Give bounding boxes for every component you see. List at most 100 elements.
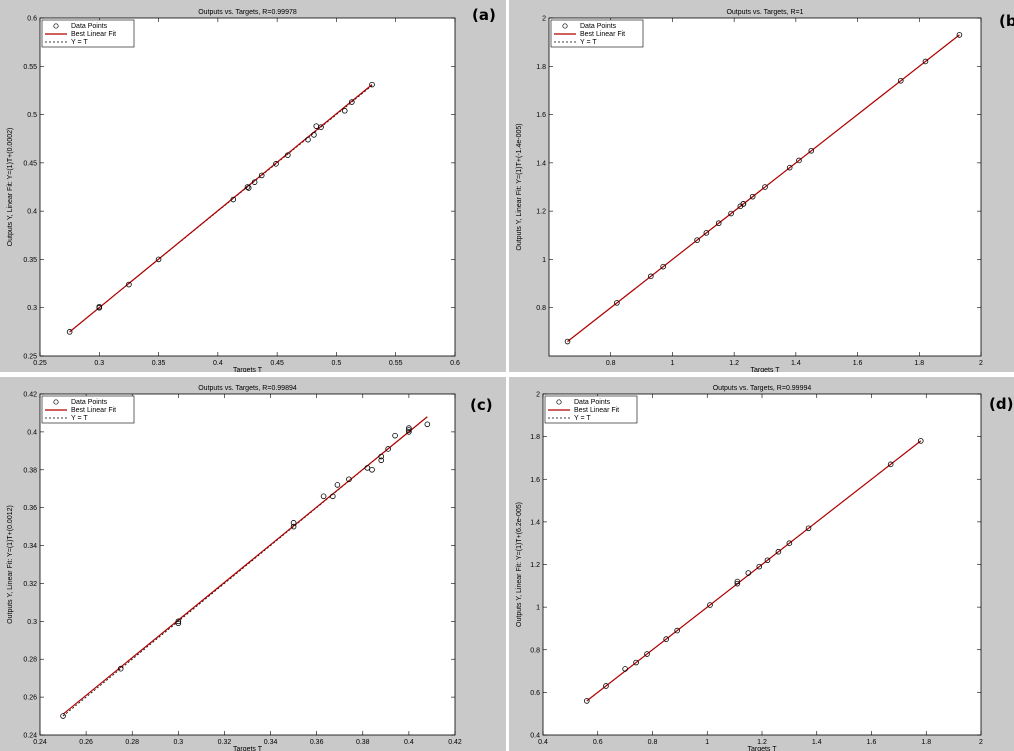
x-tick-label: 2 (979, 739, 983, 746)
x-tick-label: 0.6 (450, 360, 460, 367)
y-tick-label: 0.45 (23, 160, 37, 167)
data-point (703, 230, 710, 236)
data-point (648, 273, 654, 280)
data-point (285, 152, 291, 158)
data-point (60, 713, 66, 719)
y-tick-label: 0.4 (530, 733, 540, 740)
chart-title: Outputs vs. Targets, R=0.99894 (198, 385, 297, 392)
legend-entry: Best Linear Fit (71, 407, 116, 414)
data-point (728, 210, 734, 217)
chart-panel-a: Outputs vs. Targets, R=0.99978 0.25 0.3 0.3… (0, 0, 506, 372)
y-tick-label: 0.3 (27, 305, 37, 312)
data-point (290, 520, 297, 526)
y-tick-label: 0.8 (536, 305, 546, 312)
y-tick-label: 0.4 (27, 429, 37, 436)
legend-entry: Data Points (71, 399, 108, 406)
y-tick-label: 0.6 (27, 16, 37, 23)
y-tick-label: 0.28 (23, 657, 37, 664)
y-tick-label: 2 (536, 392, 540, 399)
data-point (96, 304, 103, 311)
x-tick-label: 1.8 (921, 739, 931, 746)
chart-svg: Outputs vs. Targets, R=0.99978 0.25 0.3 0.3… (7, 6, 496, 372)
data-point (740, 201, 747, 207)
x-tick-label: 0.3 (94, 360, 104, 367)
y-tick-label: 0.4 (27, 209, 37, 216)
y-tick-label: 0.8 (530, 647, 540, 654)
x-tick-label: 0.38 (356, 739, 370, 746)
data-point (392, 432, 398, 439)
y-tick-label: 1.4 (530, 519, 540, 526)
x-tick-label: 1.2 (757, 739, 767, 746)
data-point (66, 329, 73, 335)
x-tick-label: 0.5 (332, 360, 342, 367)
data-point (663, 636, 669, 642)
y-tick-label: 1.6 (530, 477, 540, 484)
data-point (175, 618, 182, 625)
data-point (406, 425, 412, 431)
x-tick-label: 1.6 (853, 360, 863, 367)
data-point (756, 563, 763, 570)
data-point (424, 421, 431, 428)
panel-label: (d) (989, 395, 1013, 413)
legend-marker-points (53, 23, 59, 29)
x-tick-label: 0.6 (593, 739, 603, 746)
x-tick-label: 0.24 (33, 739, 47, 746)
x-axis-label: Targets T (750, 367, 780, 372)
data-point (369, 466, 375, 473)
y-axis-label: Outputs Y, Linear Fit: Y=(1)T+(0.0002) (7, 128, 14, 247)
data-point (603, 683, 609, 689)
data-point (707, 602, 713, 608)
legend-entry: Y = T (580, 39, 597, 46)
legend-entry: Data Points (580, 23, 617, 30)
legend-entry: Best Linear Fit (574, 407, 619, 414)
y-tick-label: 0.6 (530, 690, 540, 697)
x-tick-label: 2 (979, 360, 983, 367)
chart-svg: Outputs vs. Targets, R=0.99994 0.4 0.6 0.8 1… (516, 385, 1013, 751)
data-point (369, 81, 375, 88)
y-tick-label: 1.2 (536, 209, 546, 216)
data-point (378, 457, 385, 464)
x-tick-label: 0.3 (173, 739, 183, 746)
data-point (922, 58, 929, 65)
x-tick-label: 0.8 (606, 360, 616, 367)
y-tick-label: 1.8 (536, 64, 546, 71)
x-tick-label: 1.4 (812, 739, 822, 746)
panel-label: (c) (470, 396, 493, 414)
x-axis-label: Targets T (233, 746, 263, 751)
x-axis-label: Targets T (233, 367, 263, 372)
data-point (341, 107, 348, 114)
x-tick-label: 0.36 (310, 739, 324, 746)
data-point (318, 124, 324, 130)
x-tick-label: 1.8 (914, 360, 924, 367)
y-tick-label: 1.6 (536, 112, 546, 119)
legend-entry: Best Linear Fit (71, 31, 116, 38)
x-tick-label: 0.8 (648, 739, 658, 746)
legend-marker-points (53, 399, 59, 405)
x-tick-label: 0.55 (389, 360, 403, 367)
data-point (126, 281, 132, 288)
x-tick-label: 1.6 (867, 739, 877, 746)
data-point (175, 620, 182, 627)
data-point (734, 580, 741, 587)
y-tick-label: 2 (542, 16, 546, 23)
legend-marker-points (562, 23, 568, 29)
data-point (660, 263, 666, 270)
x-tick-label: 0.4 (213, 360, 223, 367)
legend-entry: Y = T (574, 415, 591, 422)
legend-entry: Data Points (71, 23, 108, 30)
data-point (230, 196, 237, 203)
data-point (715, 220, 722, 227)
y-tick-label: 1.4 (536, 160, 546, 167)
data-point (349, 99, 355, 105)
x-tick-label: 1 (705, 739, 709, 746)
data-point (244, 184, 251, 190)
y-tick-label: 0.3 (27, 619, 37, 626)
data-point (786, 164, 793, 171)
chart-panel-c: Outputs vs. Targets, R=0.99894 0.24 0.26 0.… (0, 377, 506, 751)
best-fit-line (62, 416, 428, 715)
x-axis-label: Targets T (747, 746, 777, 751)
best-fit-line (586, 440, 922, 702)
data-point (622, 666, 628, 672)
x-tick-label: 0.25 (33, 360, 47, 367)
data-point (762, 184, 768, 190)
